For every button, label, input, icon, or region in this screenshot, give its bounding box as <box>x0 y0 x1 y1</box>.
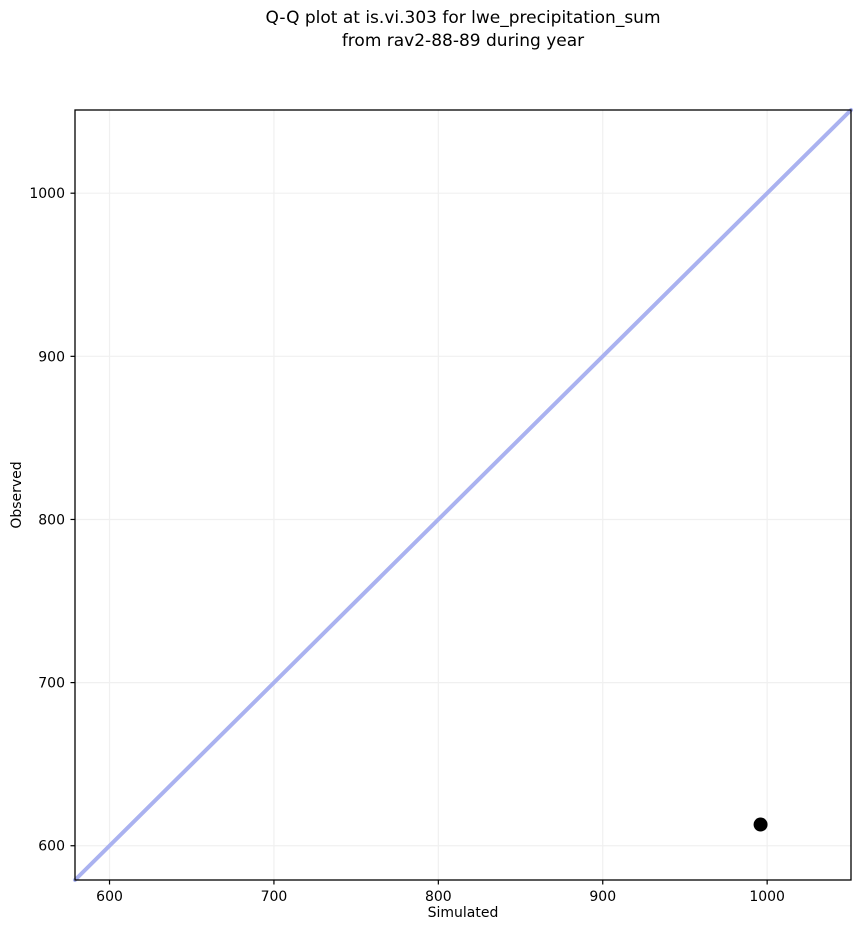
x-tick-label: 900 <box>589 889 616 905</box>
y-axis-label: Observed <box>9 461 25 529</box>
y-tick-label: 700 <box>38 676 65 692</box>
y-tick-label: 600 <box>38 839 65 855</box>
y-tick-label: 900 <box>38 349 65 365</box>
x-axis-label: Simulated <box>427 905 499 921</box>
chart-title: Q-Q plot at is.vi.303 for lwe_precipitat… <box>75 7 851 53</box>
x-tick-label: 800 <box>425 889 452 905</box>
x-tick-label: 600 <box>96 889 123 905</box>
chart-title-line1: Q-Q plot at is.vi.303 for lwe_precipitat… <box>265 8 661 28</box>
y-tick-label: 800 <box>38 512 65 528</box>
identity-line <box>73 108 853 882</box>
y-tick-label: 1000 <box>29 186 65 202</box>
data-point <box>753 817 768 832</box>
plot-border <box>74 109 852 881</box>
x-tick-label: 700 <box>261 889 288 905</box>
x-tick-label: 1000 <box>749 889 785 905</box>
chart-title-line2: from rav2-88-89 during year <box>341 31 585 51</box>
